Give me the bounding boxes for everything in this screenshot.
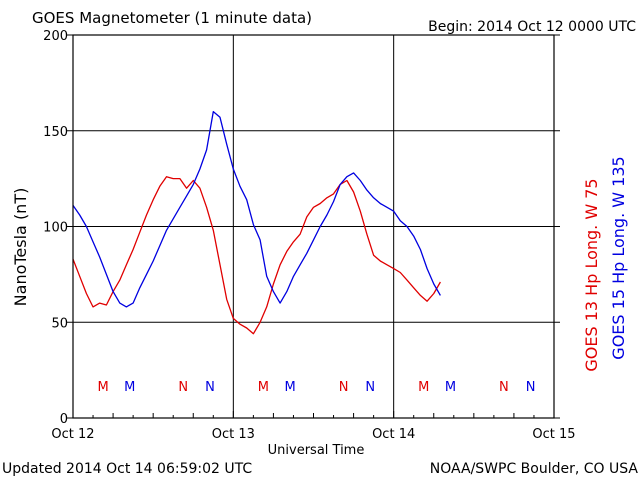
marker-m-0: M bbox=[418, 380, 429, 395]
marker-m-1: M bbox=[445, 380, 456, 395]
data-series bbox=[72, 110, 441, 335]
updated-timestamp: Updated 2014 Oct 14 06:59:02 UTC bbox=[2, 461, 252, 477]
marker-m-1: M bbox=[285, 380, 296, 395]
legend-goes15: GOES 15 Hp Long. W 135 bbox=[609, 156, 628, 359]
marker-n-1: N bbox=[526, 380, 536, 395]
y-tick-label-50: 50 bbox=[51, 316, 68, 331]
marker-n-1: N bbox=[205, 380, 215, 395]
series-line-0 bbox=[72, 176, 441, 335]
marker-m-0: M bbox=[97, 380, 108, 395]
marker-n-1: N bbox=[365, 380, 375, 395]
legend-goes13: GOES 13 Hp Long. W 75 bbox=[582, 178, 601, 371]
y-axis-ticks: 0 50 100 150 200 bbox=[43, 29, 560, 427]
begin-time: Begin: 2014 Oct 12 0000 UTC bbox=[428, 19, 636, 35]
plot-frame bbox=[72, 34, 555, 419]
source-credit: NOAA/SWPC Boulder, CO USA bbox=[430, 461, 639, 477]
marker-m-1: M bbox=[124, 380, 135, 395]
y-tick-label-200: 200 bbox=[43, 29, 68, 44]
x-axis-ticks: Oct 12 Oct 13 Oct 14 Oct 15 bbox=[51, 411, 576, 442]
marker-n-0: N bbox=[178, 380, 188, 395]
y-tick-label-0: 0 bbox=[60, 412, 68, 427]
y-tick-label-150: 150 bbox=[43, 125, 68, 140]
x-tick-label: Oct 12 bbox=[51, 427, 94, 442]
marker-n-0: N bbox=[339, 380, 349, 395]
x-tick-label: Oct 13 bbox=[212, 427, 255, 442]
marker-n-0: N bbox=[499, 380, 509, 395]
marker-m-0: M bbox=[258, 380, 269, 395]
x-axis-label: Universal Time bbox=[268, 443, 365, 458]
chart-title: GOES Magnetometer (1 minute data) bbox=[32, 9, 312, 27]
y-axis-label: NanoTesla (nT) bbox=[11, 188, 30, 307]
x-tick-label: Oct 14 bbox=[372, 427, 415, 442]
series-line-1 bbox=[72, 110, 441, 308]
station-markers: M N M N M NM N M N M N bbox=[97, 380, 535, 395]
grid-lines bbox=[73, 35, 554, 418]
x-tick-label: Oct 15 bbox=[532, 427, 575, 442]
y-tick-label-100: 100 bbox=[43, 221, 68, 236]
